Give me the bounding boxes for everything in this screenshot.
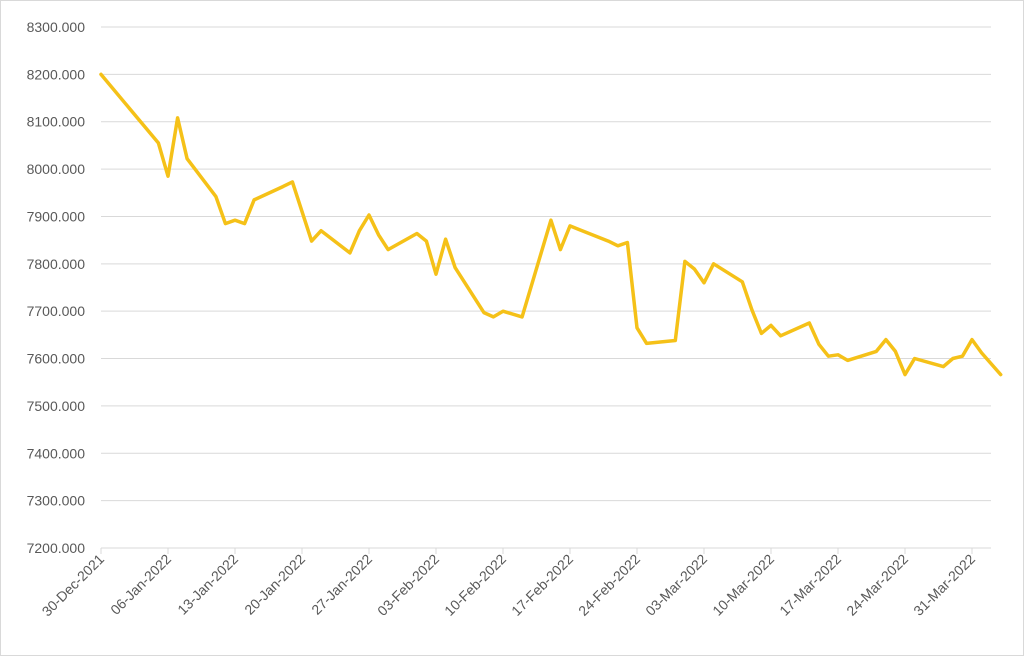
x-tick-label: 31-Mar-2022 — [910, 551, 978, 619]
y-tick-label: 7200.000 — [27, 540, 86, 556]
series-layer — [99, 72, 1003, 377]
x-tick-label: 06-Jan-2022 — [107, 551, 174, 618]
x-axis-tick-labels: 30-Dec-2021 06-Jan-2022 13-Jan-2022 20-Jan-… — [39, 551, 979, 620]
x-tick-label: 20-Jan-2022 — [241, 551, 308, 618]
x-tick-label: 03-Feb-2022 — [374, 551, 442, 619]
y-tick-label: 7600.000 — [27, 351, 86, 367]
x-tick-label: 27-Jan-2022 — [308, 551, 375, 618]
x-tick-label: 30-Dec-2021 — [39, 551, 108, 620]
y-tick-label: 7800.000 — [27, 256, 86, 272]
x-tick-label: 10-Mar-2022 — [709, 551, 777, 619]
x-tick-label: 03-Mar-2022 — [642, 551, 710, 619]
x-tick-label: 24-Mar-2022 — [843, 551, 911, 619]
y-tick-label: 8100.000 — [27, 114, 86, 130]
x-tick-label: 17-Feb-2022 — [508, 551, 576, 619]
y-tick-label: 7900.000 — [27, 208, 86, 224]
y-tick-label: 8200.000 — [27, 66, 86, 82]
gridlines — [101, 26, 991, 502]
x-axis — [100, 547, 991, 554]
x-tick-label: 24-Feb-2022 — [575, 551, 643, 619]
y-tick-label: 7300.000 — [27, 493, 86, 509]
y-tick-label: 7700.000 — [27, 303, 86, 319]
x-tick-label: 17-Mar-2022 — [776, 551, 844, 619]
x-tick-label: 13-Jan-2022 — [174, 551, 241, 618]
x-tick-label: 10-Feb-2022 — [441, 551, 509, 619]
series-line — [99, 72, 1003, 377]
y-tick-label: 7400.000 — [27, 445, 86, 461]
y-tick-label: 8300.000 — [27, 19, 86, 35]
y-tick-label: 8000.000 — [27, 161, 86, 177]
y-tick-label: 7500.000 — [27, 398, 86, 414]
y-axis-tick-labels: 7200.000 7300.000 7400.000 7500.000 7600.000… — [27, 19, 86, 556]
